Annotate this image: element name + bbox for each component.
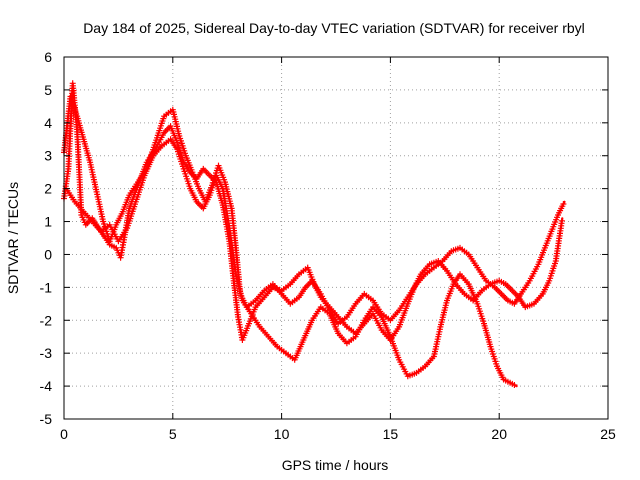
x-tick-label: 20 bbox=[491, 426, 507, 442]
plot-frame bbox=[63, 56, 609, 420]
y-tick-label: -3 bbox=[40, 345, 53, 361]
y-tick-label: 1 bbox=[44, 214, 52, 230]
y-tick-label: 6 bbox=[44, 49, 52, 65]
series-line-track-b bbox=[62, 95, 566, 325]
x-tick-label: 5 bbox=[169, 426, 177, 442]
y-tick-label: 5 bbox=[44, 82, 52, 98]
y-tick-label: -4 bbox=[40, 378, 53, 394]
series-line-track-a bbox=[62, 82, 564, 342]
x-tick-label: 15 bbox=[383, 426, 399, 442]
y-tick-label: 2 bbox=[44, 181, 52, 197]
x-tick-label: 10 bbox=[274, 426, 290, 442]
series-markers-track-b bbox=[61, 93, 567, 327]
y-tick-label: 3 bbox=[44, 148, 52, 164]
y-tick-label: -1 bbox=[40, 279, 53, 295]
y-tick-label: -5 bbox=[40, 411, 53, 427]
series-markers-track-a bbox=[61, 80, 565, 343]
y-axis-label: SDTVAR / TECUs bbox=[5, 182, 21, 294]
axis-labels: 0 5 10 15 20 25 -5 -4 -3 -2 -1 0 1 2 3 4 5 6 bbox=[40, 49, 616, 442]
series-layer bbox=[61, 80, 567, 388]
series-line-track-c bbox=[65, 138, 518, 388]
y-tick-label: -2 bbox=[40, 312, 53, 328]
y-tick-label: 0 bbox=[44, 246, 52, 262]
grid bbox=[64, 57, 608, 419]
x-tick-label: 25 bbox=[600, 426, 616, 442]
series-markers-track-c bbox=[63, 136, 518, 388]
axis-ticks bbox=[63, 56, 609, 420]
x-axis-label: GPS time / hours bbox=[282, 457, 389, 473]
x-tick-label: 0 bbox=[60, 426, 68, 442]
y-tick-label: 4 bbox=[44, 115, 52, 131]
chart-title: Day 184 of 2025, Sidereal Day-to-day VTE… bbox=[83, 20, 585, 36]
